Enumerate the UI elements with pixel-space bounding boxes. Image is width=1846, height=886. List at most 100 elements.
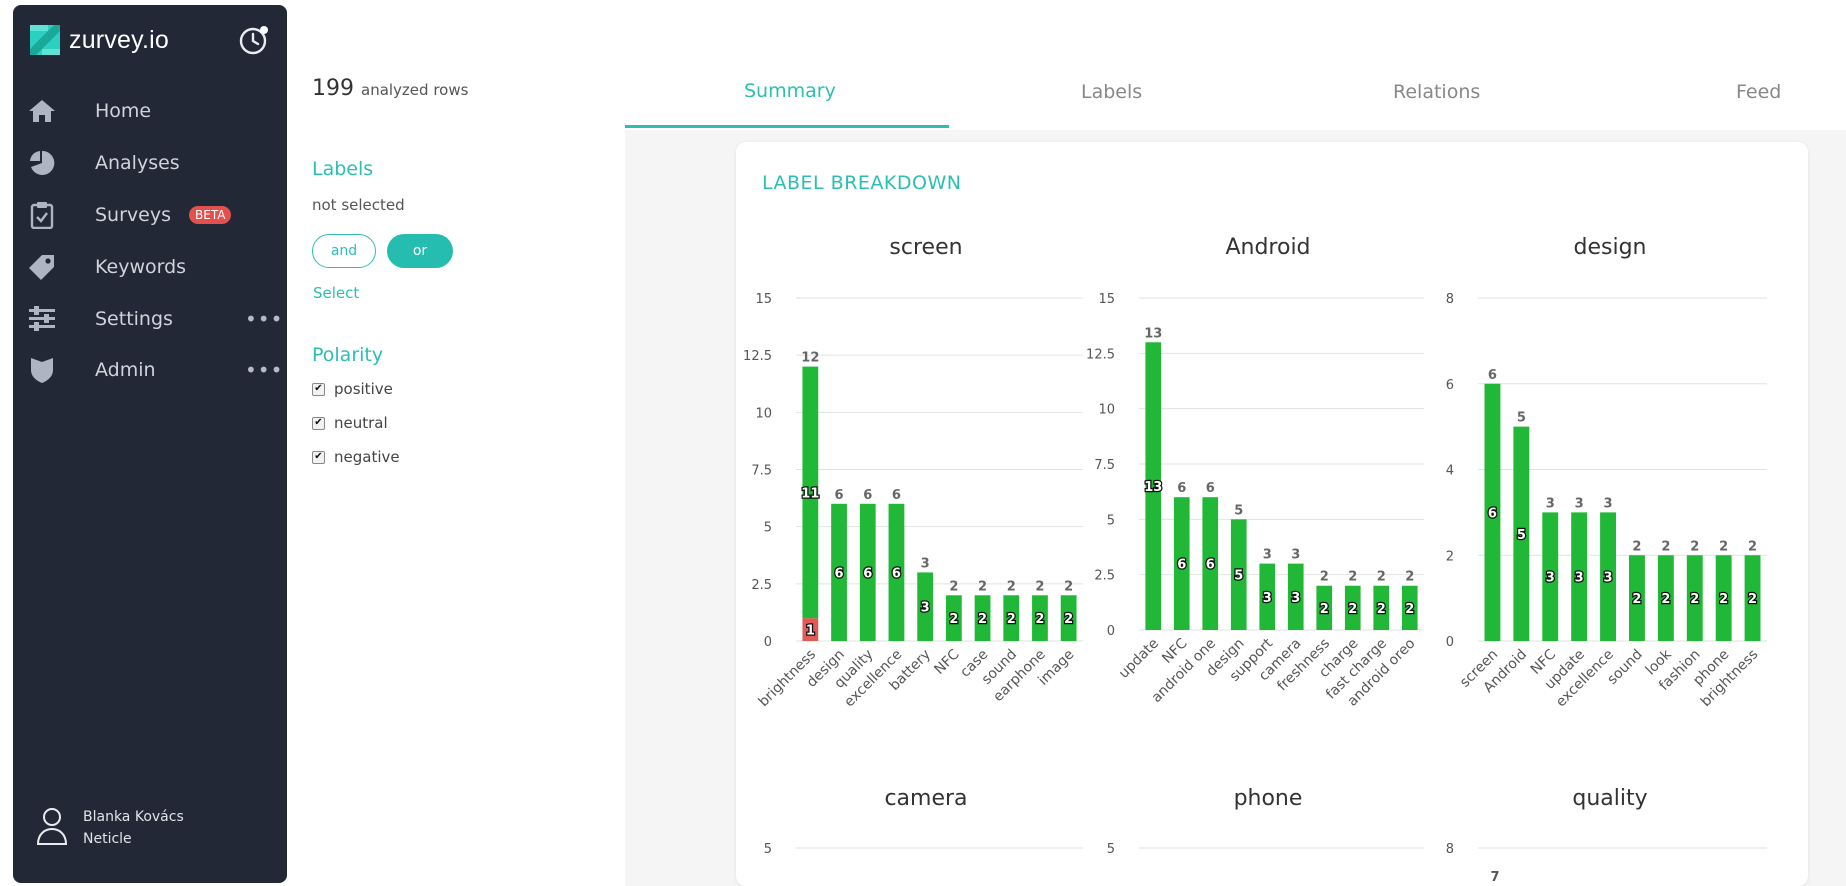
- chart-title: Android: [1225, 235, 1310, 260]
- y-tick-label: 8: [1446, 842, 1454, 857]
- user-name: Blanka Kovács: [83, 809, 184, 825]
- rows-count-label: analyzed rows: [361, 81, 469, 99]
- bar-segment-label: 6: [835, 566, 844, 581]
- polarity-heading: Polarity: [312, 344, 384, 366]
- y-tick-label: 5: [764, 842, 772, 857]
- y-tick-label: 10: [1098, 403, 1115, 418]
- bar-positive: [888, 503, 905, 641]
- sidebar-item-settings[interactable]: Settings •••: [27, 299, 282, 339]
- bar-segment-label: 2: [978, 612, 987, 627]
- bar-total-label: 2: [1348, 570, 1357, 585]
- tab-labels[interactable]: Labels: [1081, 81, 1143, 103]
- chart-title: phone: [1234, 786, 1303, 811]
- bar-positive: [1145, 342, 1162, 630]
- bar-segment-label: 3: [1263, 591, 1272, 606]
- bar-total-label: 2: [1405, 570, 1414, 585]
- bar-segment-label: 2: [949, 612, 958, 627]
- sidebar-item-admin[interactable]: Admin •••: [27, 350, 282, 390]
- y-tick-label: 15: [1098, 292, 1115, 307]
- history-icon[interactable]: [237, 23, 271, 57]
- polarity-neutral-row[interactable]: ✔ neutral: [312, 414, 388, 432]
- negative-checkbox[interactable]: ✔: [312, 450, 325, 464]
- y-tick-label: 0: [1107, 624, 1115, 639]
- user-profile[interactable]: Blanka Kovács Neticle: [35, 806, 184, 850]
- sidebar-item-surveys[interactable]: Surveys BETA: [27, 195, 277, 235]
- sidebar-item-label: Analyses: [95, 152, 180, 174]
- bar-total-label: 12: [801, 351, 819, 366]
- bar-segment-label: 1: [806, 624, 815, 639]
- brand[interactable]: zurvey.io: [30, 22, 169, 58]
- sidebar-item-home[interactable]: Home: [27, 91, 277, 131]
- tab-feed[interactable]: Feed: [1736, 81, 1782, 103]
- bar-positive: [1571, 512, 1588, 641]
- sidebar-item-label: Admin: [95, 359, 156, 381]
- select-labels-link[interactable]: Select: [313, 284, 360, 302]
- shield-icon: [27, 355, 57, 385]
- sidebar-item-keywords[interactable]: Keywords: [27, 247, 277, 287]
- bar-total-label: 13: [1144, 326, 1162, 341]
- bar-positive: [1173, 497, 1190, 630]
- bar-segment-label: 5: [1517, 528, 1526, 543]
- y-tick-label: 2.5: [1094, 569, 1115, 584]
- y-tick-label: 0: [764, 635, 772, 650]
- bar-positive: [831, 503, 847, 641]
- more-options-icon[interactable]: •••: [245, 307, 284, 331]
- bar-total-label: 2: [978, 579, 987, 594]
- bar-segment-label: 2: [1064, 612, 1073, 627]
- bar-total-label: 3: [1263, 548, 1272, 563]
- beta-badge: BETA: [189, 206, 232, 224]
- bar-positive: [974, 595, 991, 641]
- bar-positive: [802, 366, 819, 619]
- bar-segment-label: 3: [1575, 571, 1584, 586]
- polarity-negative-row[interactable]: ✔ negative: [312, 448, 400, 466]
- and-toggle-button[interactable]: and: [312, 234, 376, 268]
- bar-total-label: 3: [1546, 496, 1555, 511]
- bar-segment-label: 13: [1144, 480, 1162, 495]
- bar-total-label: 2: [1661, 539, 1670, 554]
- bar-positive: [1287, 563, 1304, 630]
- x-category-label: NFC: [931, 646, 962, 677]
- or-toggle-button[interactable]: or: [387, 234, 453, 268]
- chart-title: screen: [889, 235, 962, 260]
- bar-segment-label: 3: [1546, 571, 1555, 586]
- sidebar-item-analyses[interactable]: Analyses: [27, 143, 277, 183]
- y-tick-label: 12.5: [743, 349, 772, 364]
- bar-positive: [1657, 555, 1674, 641]
- tab-summary[interactable]: Summary: [744, 80, 836, 102]
- y-tick-label: 6: [1446, 378, 1454, 393]
- pie-chart-icon: [27, 148, 57, 178]
- bar-total-label: 6: [1177, 481, 1186, 496]
- bar-segment-label: 2: [1690, 592, 1699, 607]
- y-tick-label: 7.5: [1094, 458, 1115, 473]
- y-tick-label: 5: [764, 521, 772, 536]
- neutral-checkbox[interactable]: ✔: [312, 416, 325, 430]
- bar-positive: [1003, 595, 1020, 641]
- bar-segment-label: 2: [1348, 602, 1357, 617]
- bar-positive: [1629, 555, 1645, 641]
- more-options-icon[interactable]: •••: [245, 358, 284, 382]
- y-tick-label: 10: [755, 406, 772, 421]
- charts-canvas: screen02.557.51012.51511112brightness66d…: [743, 235, 1767, 885]
- card-title: LABEL BREAKDOWN: [762, 172, 962, 194]
- bar-total-label: 7: [1490, 870, 1499, 885]
- user-org: Neticle: [83, 831, 132, 847]
- positive-checkbox[interactable]: ✔: [312, 382, 325, 396]
- bar-positive: [1230, 519, 1247, 630]
- y-tick-label: 7.5: [751, 464, 772, 479]
- bar-total-label: 2: [1632, 539, 1641, 554]
- bar-total-label: 2: [1064, 579, 1073, 594]
- tab-relations[interactable]: Relations: [1393, 81, 1481, 103]
- active-tab-indicator: [625, 125, 949, 128]
- clipboard-icon: [27, 200, 57, 230]
- bar-total-label: 2: [1719, 539, 1728, 554]
- bar-total-label: 2: [1007, 579, 1016, 594]
- bar-positive: [1401, 585, 1418, 630]
- bar-total-label: 2: [1748, 539, 1757, 554]
- tag-icon: [27, 252, 57, 282]
- brand-name: zurvey.io: [69, 25, 169, 54]
- polarity-positive-row[interactable]: ✔ positive: [312, 380, 393, 398]
- bar-segment-label: 6: [1488, 506, 1497, 521]
- sidebar-item-label: Home: [95, 100, 152, 122]
- y-tick-label: 2.5: [751, 578, 772, 593]
- bar-positive: [1316, 585, 1333, 630]
